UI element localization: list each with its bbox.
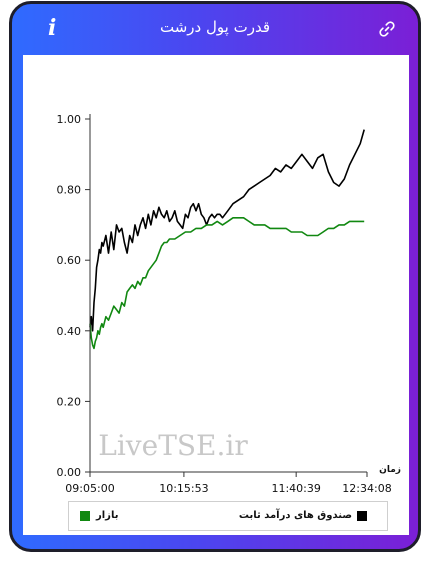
- y-tick-label: 0.80: [57, 184, 82, 197]
- y-tick-label: 0.00: [57, 466, 82, 479]
- power-card: i قدرت پول درشت LiveTSE.ir 0.00 0.20 0.40 0…: [9, 1, 421, 552]
- y-tick-label: 0.60: [57, 254, 82, 267]
- chart-svg: LiveTSE.ir 0.00 0.20 0.40 0.60 0.80 1.00 09:05…: [57, 113, 402, 495]
- x-tick-label: 09:05:00: [65, 482, 114, 495]
- x-tick-label: 12:34:08: [342, 482, 391, 495]
- y-tick-label: 0.40: [57, 325, 82, 338]
- x-axis-label: زمان: [379, 465, 401, 475]
- legend-label-market[interactable]: بازار: [96, 510, 119, 521]
- legend-swatch-fixed-income[interactable]: [357, 511, 367, 521]
- chart-panel: LiveTSE.ir 0.00 0.20 0.40 0.60 0.80 1.00 09:05…: [23, 55, 409, 535]
- link-icon[interactable]: [378, 20, 396, 38]
- chart-legend: بازار صندوق های درآمد ثابت: [68, 501, 388, 531]
- y-tick-label: 1.00: [57, 113, 82, 126]
- y-tick-label: 0.20: [57, 395, 82, 408]
- x-tick-label: 10:15:53: [159, 482, 208, 495]
- series-line-market: [89, 217, 365, 350]
- card-title: قدرت پول درشت: [160, 18, 270, 36]
- card-header: i قدرت پول درشت: [12, 4, 418, 54]
- legend-swatch-market[interactable]: [80, 511, 90, 521]
- legend-label-fixed-income[interactable]: صندوق های درآمد ثابت: [238, 510, 352, 521]
- series-line-fixed-income: [89, 129, 365, 332]
- x-tick-label: 11:40:39: [271, 482, 320, 495]
- info-icon[interactable]: i: [48, 15, 57, 41]
- watermark: LiveTSE.ir: [98, 429, 248, 462]
